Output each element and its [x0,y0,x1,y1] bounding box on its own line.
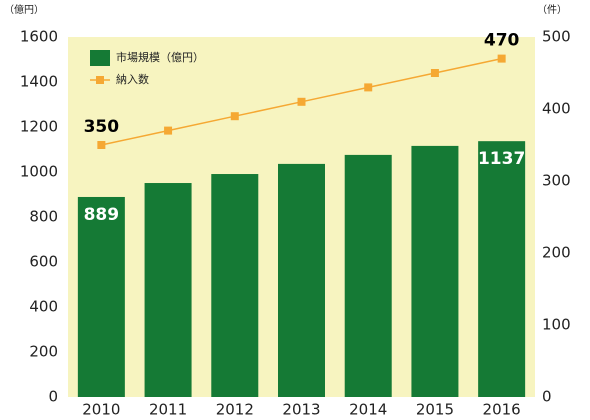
x-tick-label: 2015 [416,401,454,419]
line-marker [164,126,173,135]
x-tick-label: 2012 [216,401,254,419]
y2-tick-label: 500 [542,28,571,46]
y2-tick-label: 100 [542,316,571,334]
y-tick-label: 1400 [20,73,58,91]
y2-tick-label: 400 [542,100,571,118]
bar [77,196,125,397]
bar [411,145,459,397]
data-label: 470 [484,31,520,51]
y-tick-label: 600 [29,253,58,271]
legend-swatch [90,50,110,66]
data-label: 1137 [478,149,525,169]
bar [478,141,526,397]
y2-tick-label: 0 [542,388,552,406]
bar [144,183,192,397]
legend-label: 納入数 [116,73,149,86]
y2-axis-unit: （件） [537,4,567,16]
x-tick-label: 2016 [483,401,521,419]
y2-tick-label: 200 [542,244,571,262]
line-marker [297,97,306,106]
x-tick-label: 2014 [349,401,387,419]
x-tick-label: 2010 [82,401,120,419]
x-tick-label: 2013 [282,401,320,419]
y-tick-label: 200 [29,343,58,361]
data-label: 889 [84,205,120,225]
y2-tick-label: 300 [542,172,571,190]
line-marker [230,112,239,121]
y-tick-label: 1000 [20,163,58,181]
y-tick-label: 1600 [20,28,58,46]
y-tick-label: 0 [48,388,58,406]
line-marker [97,141,106,149]
line-marker [497,54,506,63]
y-tick-label: 1200 [20,118,58,136]
line-marker [364,83,373,92]
bar [278,163,325,397]
bar [344,154,392,397]
x-tick-label: 2011 [149,401,187,419]
bar [211,174,259,397]
data-label: 350 [84,117,120,137]
y-tick-label: 400 [29,298,58,316]
line-marker [430,69,439,77]
y-tick-label: 800 [29,208,58,226]
legend-label: 市場規模（億円） [116,50,204,64]
legend-swatch [96,76,104,84]
y-axis-unit: （億円） [4,3,44,16]
